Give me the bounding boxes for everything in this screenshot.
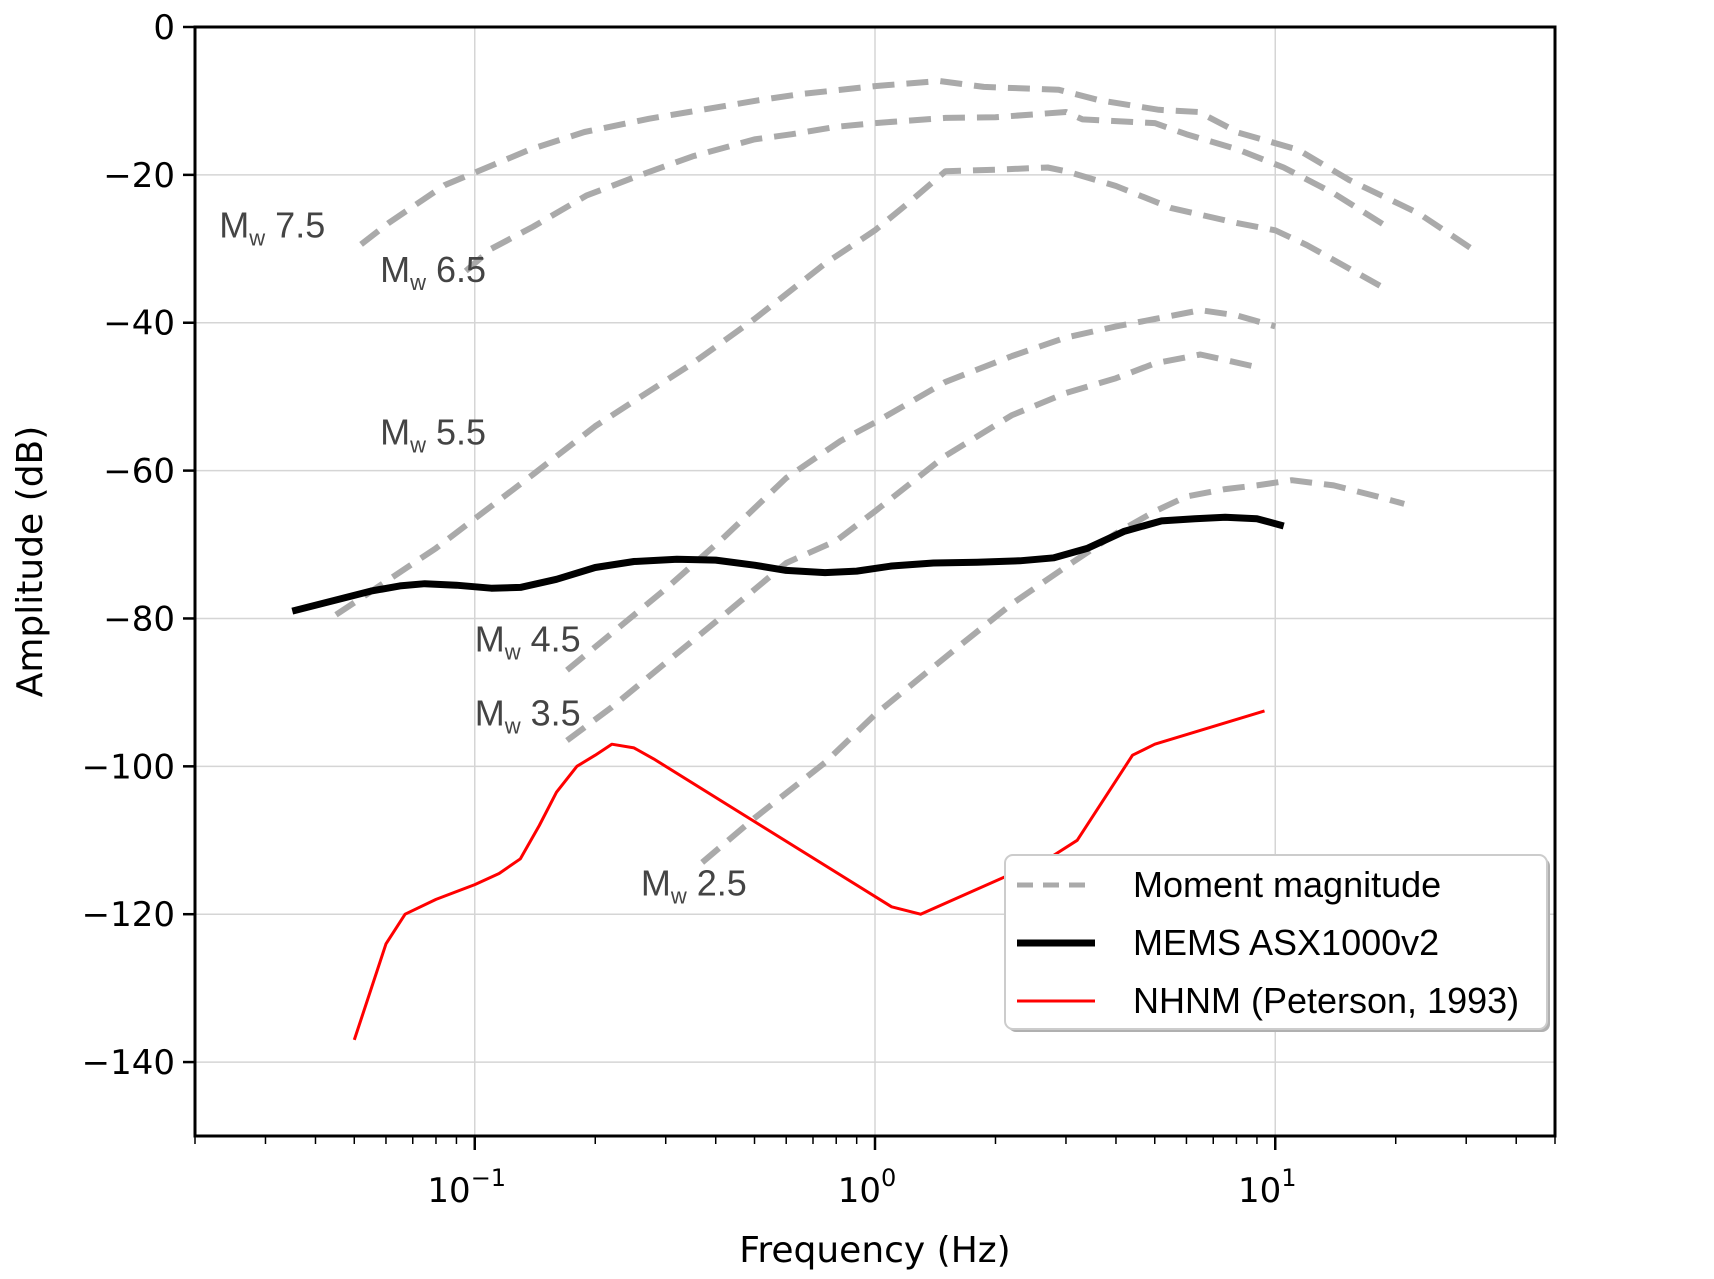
series-mw-6-5-line xyxy=(463,109,1389,274)
y-tick-label: −120 xyxy=(82,895,175,935)
series-mems-asx1000v2-line xyxy=(291,513,1285,615)
y-tick-label: −20 xyxy=(103,156,175,196)
series-nhnm-peterson-1993-line xyxy=(352,709,1265,1041)
x-tick-label: 100 xyxy=(838,1164,897,1211)
series-mw-7-5-line xyxy=(359,78,1476,253)
magnitude-label: Mw 6.5 xyxy=(380,249,486,295)
y-tick-label: −60 xyxy=(103,452,175,492)
y-tick-label: −40 xyxy=(103,304,175,344)
y-tick-label: −100 xyxy=(82,747,175,787)
series-mw-5-5-line xyxy=(334,164,1389,618)
y-axis-label: Amplitude (dB) xyxy=(10,426,51,698)
y-tick-label: −80 xyxy=(103,599,175,639)
x-tick-label: 101 xyxy=(1238,1164,1297,1211)
x-tick-label: 10−1 xyxy=(427,1164,506,1211)
y-tick-label: 0 xyxy=(153,8,175,48)
magnitude-annotations: Mw 7.5 Mw 6.5 Mw 5.5 Mw 4.5 Mw 3.5 Mw 2.5 xyxy=(219,205,746,909)
x-axis-label: Frequency (Hz) xyxy=(739,1230,1010,1271)
grid xyxy=(195,26,1555,1136)
magnitude-label: Mw 3.5 xyxy=(475,693,581,739)
legend-box xyxy=(1004,854,1548,1030)
legend-label: NHNM (Peterson, 1993) xyxy=(1133,980,1519,1021)
magnitude-label: Mw 7.5 xyxy=(219,205,325,251)
series-mw-2-5-line xyxy=(700,477,1405,865)
series-mw-4-5-line xyxy=(565,307,1277,673)
x-axis: 10−1 100 101 xyxy=(194,1136,1556,1211)
series-layer xyxy=(291,78,1476,1041)
legend-label: Moment magnitude xyxy=(1133,864,1441,905)
y-axis: 0 −20 −40 −60 −80 −100 −120 −140 xyxy=(82,8,195,1083)
series-mw-3-5-line xyxy=(565,351,1258,743)
magnitude-label: Mw 4.5 xyxy=(475,619,581,665)
magnitude-label: Mw 5.5 xyxy=(380,412,486,458)
legend-label: MEMS ASX1000v2 xyxy=(1133,922,1439,963)
magnitude-label: Mw 2.5 xyxy=(641,863,747,909)
legend: Moment magnitude MEMS ASX1000v2 NHNM (Pete… xyxy=(1004,854,1550,1032)
y-tick-label: −140 xyxy=(82,1043,175,1083)
